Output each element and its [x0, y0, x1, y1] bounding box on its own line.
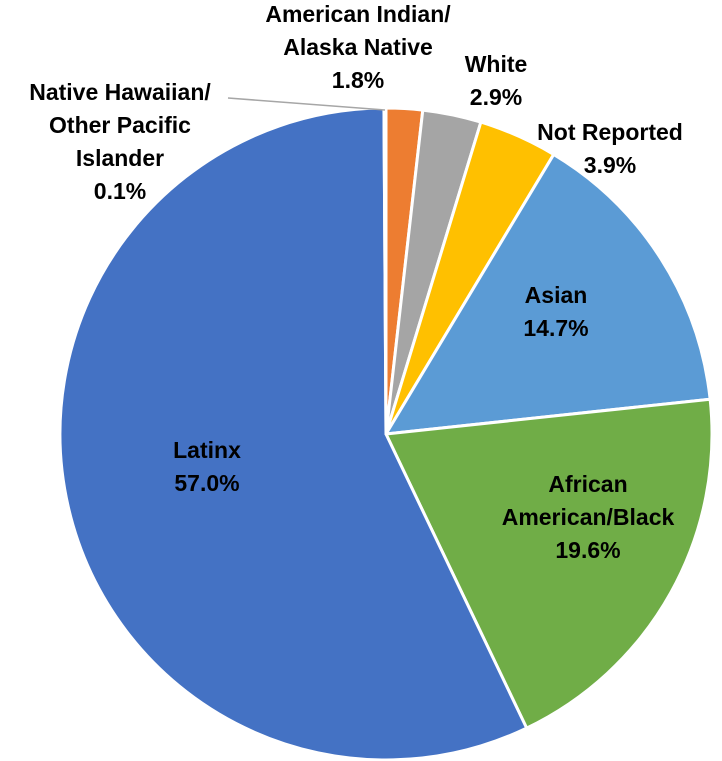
- slice-label-african-american-black: African American/Black 19.6%: [502, 471, 675, 563]
- pie-slice-latinx: [58, 106, 529, 761]
- slice-value-label: 3.9%: [584, 152, 636, 178]
- slice-label-not-reported: Not Reported 3.9%: [537, 119, 683, 178]
- slice-label-latinx: Latinx 57.0%: [173, 437, 241, 496]
- slice-value-label: 14.7%: [523, 315, 588, 341]
- slice-label-line: Other Pacific: [49, 112, 191, 138]
- slice-label-white: White 2.9%: [465, 51, 528, 110]
- slice-label-line: White: [465, 51, 528, 77]
- slice-label-native-hawaiian-other-pacific-islander: Native Hawaiian/Other Pacific Islander 0.1…: [29, 79, 211, 204]
- slice-labels: American Indian/Alaska Native 1.8% White 2.…: [29, 1, 683, 563]
- slice-label-line: Native Hawaiian/: [29, 79, 211, 105]
- slice-value-label: 19.6%: [555, 537, 620, 563]
- slice-label-asian: Asian 14.7%: [523, 282, 588, 341]
- pie-slice-african-american-black: [384, 397, 714, 730]
- slice-label-line: Asian: [525, 282, 588, 308]
- pie-slices: [58, 106, 714, 761]
- pie-slice-native-hawaiian-other-pacific-islander: [382, 106, 388, 436]
- slice-value-label: 57.0%: [174, 470, 239, 496]
- slice-value-label: 2.9%: [470, 84, 522, 110]
- slice-label-line: Latinx: [173, 437, 241, 463]
- slice-label-line: African: [548, 471, 627, 497]
- slice-label-line: American/Black: [502, 504, 675, 530]
- leader-lines: [227, 97, 386, 111]
- slice-label-american-indian-alaska-native: American Indian/Alaska Native 1.8%: [265, 1, 451, 93]
- pie-slice-asian: [384, 152, 712, 436]
- slice-label-line: Alaska Native: [283, 34, 433, 60]
- slice-label-line: Not Reported: [537, 119, 683, 145]
- slice-label-line: American Indian/: [265, 1, 451, 27]
- slice-label-line: Islander: [76, 145, 164, 171]
- slice-value-label: 1.8%: [332, 67, 384, 93]
- slice-value-label: 0.1%: [94, 178, 146, 204]
- leader-line: [227, 97, 386, 111]
